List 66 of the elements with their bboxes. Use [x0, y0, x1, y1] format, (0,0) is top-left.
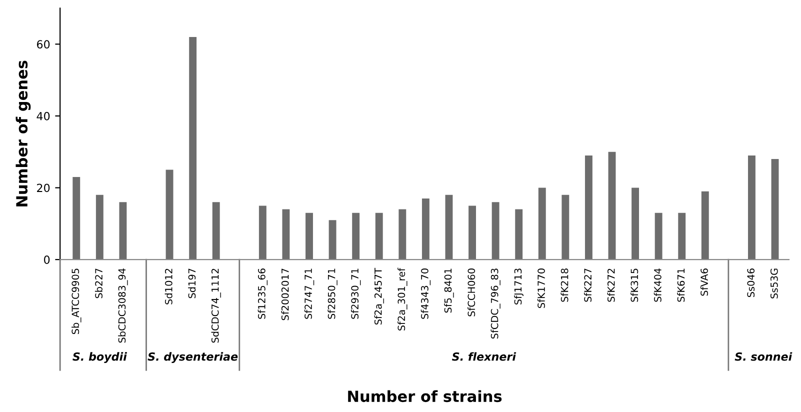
x-tick-label: Sb227	[94, 268, 102, 298]
y-tick-label: 20	[37, 184, 50, 192]
x-tick-label: Sf1235_66	[258, 268, 268, 319]
bar	[119, 202, 127, 260]
x-tick-label: Sf5_8401	[444, 268, 454, 313]
text: S. sonnei	[734, 352, 792, 361]
x-tick-label: SfK1770	[537, 268, 545, 308]
bar	[445, 194, 453, 260]
text: S. dysenteriae	[148, 352, 238, 363]
bar	[678, 212, 686, 260]
y-tick-label: 60	[36, 40, 50, 49]
bar	[538, 188, 546, 260]
x-tick-label: SfCCH060	[468, 268, 476, 316]
bar	[328, 220, 336, 260]
bar	[468, 206, 476, 260]
bar	[72, 176, 80, 260]
bar	[96, 194, 104, 260]
x-tick-label: Sf2930_71	[350, 268, 361, 319]
bar	[282, 209, 290, 260]
y-tick-label: 0	[44, 256, 50, 264]
x-tick-label: SfJ1713	[514, 268, 524, 304]
x-tick-label: SfK315	[630, 268, 638, 302]
bar	[258, 206, 266, 260]
x-tick-label: SdCDC74_1112	[211, 268, 221, 343]
bar	[701, 191, 709, 260]
x-tick-label: SfK272	[607, 268, 615, 302]
x-tick-label: Sb_ATCC9905	[72, 268, 82, 334]
x-tick-label: Sf2a_2457T	[374, 268, 384, 325]
x-tick-label: Sf2002017	[281, 268, 289, 320]
bar	[515, 209, 523, 260]
x-tick-label: SfVA6	[700, 268, 708, 296]
bar	[189, 36, 197, 260]
x-tick-label: SfK404	[654, 268, 662, 302]
x-tick-label: Ss046	[747, 268, 755, 298]
bar	[771, 159, 779, 260]
bar	[352, 212, 360, 260]
x-tick-label: SbCDC3083_94	[118, 268, 128, 343]
bar	[166, 170, 174, 260]
y-tick-label: 40	[36, 112, 50, 120]
x-tick-label: SfK218	[560, 268, 568, 302]
bar	[632, 188, 640, 260]
bar	[422, 198, 430, 260]
x-tick-label: Sd1012	[164, 268, 172, 304]
bar	[584, 155, 592, 260]
x-axis-title: Number of strains	[348, 390, 502, 402]
bar	[398, 209, 406, 260]
x-tick-label: Ss53G	[770, 268, 778, 298]
x-tick-label: Sf2747_71	[304, 268, 314, 319]
bar	[492, 202, 500, 260]
bar	[654, 212, 662, 260]
bar	[212, 202, 220, 260]
bar	[306, 212, 313, 260]
bar	[562, 194, 570, 260]
bar	[375, 212, 383, 260]
x-tick-label: SfK227	[584, 268, 592, 302]
x-tick-label: Sf2a_301_ref	[398, 268, 408, 330]
x-tick-label: Sd197	[188, 268, 196, 298]
bar	[748, 155, 756, 260]
text: S. flexneri	[452, 352, 516, 361]
x-tick-label: Sf2850_71	[328, 268, 338, 319]
bar	[608, 152, 616, 260]
x-tick-label: SfK671	[677, 268, 685, 302]
x-tick-label: SfCDC_796_83	[490, 268, 500, 339]
x-tick-label: Sf4343_70	[420, 268, 431, 319]
y-axis-title: Number of genes	[16, 60, 31, 206]
text: S. boydii	[72, 352, 128, 363]
